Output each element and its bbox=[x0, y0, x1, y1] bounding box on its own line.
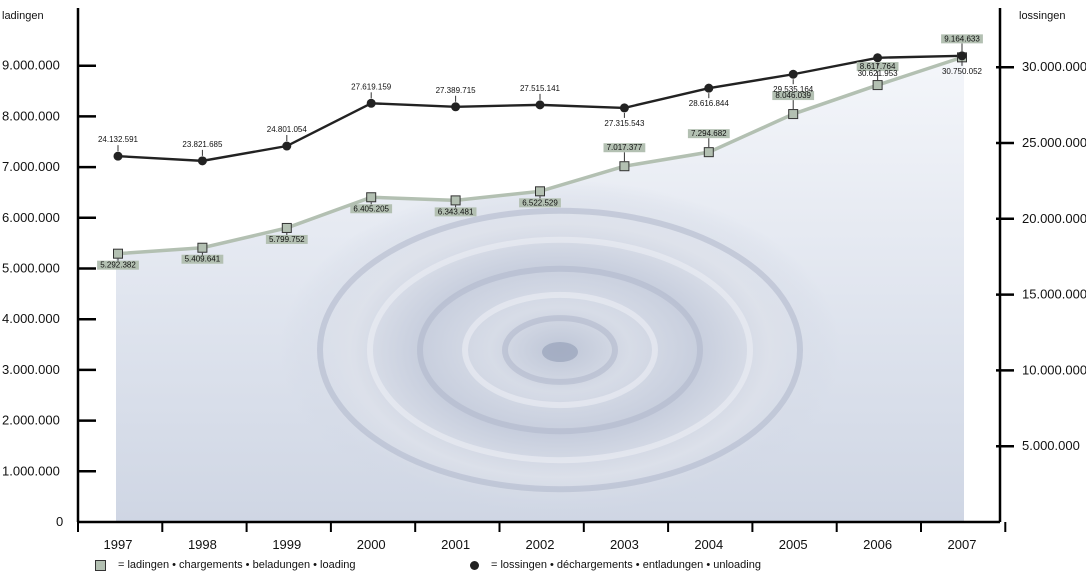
lossingen-data-label: 29.535.164 bbox=[773, 85, 814, 94]
x-tick-label: 2001 bbox=[441, 537, 470, 552]
ladingen-data-label: 6.343.481 bbox=[438, 207, 474, 216]
lossingen-point bbox=[957, 51, 967, 61]
left-tick-label: 5.000.000 bbox=[2, 261, 60, 276]
left-axis-title: ladingen bbox=[2, 10, 44, 22]
right-tick-label: 5.000.000 bbox=[1022, 438, 1080, 453]
left-tick-label: 4.000.000 bbox=[2, 311, 60, 326]
x-tick-label: 2004 bbox=[694, 537, 723, 552]
ladingen-point bbox=[703, 147, 714, 158]
square-marker-icon bbox=[95, 559, 106, 571]
background-mask bbox=[116, 0, 964, 254]
lossingen-point bbox=[535, 100, 545, 110]
axes: ladingen lossingen 0 1.000.000 2.000.000 3.00… bbox=[2, 8, 1086, 552]
x-tick-label: 2005 bbox=[779, 537, 808, 552]
left-tick-label: 1.000.000 bbox=[2, 463, 60, 478]
lossingen-data-label: 30.750.052 bbox=[942, 67, 983, 76]
x-tick-label: 2006 bbox=[863, 537, 892, 552]
ladingen-label-bg bbox=[350, 204, 393, 214]
ladingen-data-label: 7.017.377 bbox=[607, 143, 643, 152]
left-tick-label: 6.000.000 bbox=[2, 210, 60, 225]
right-axis-title: lossingen bbox=[1019, 10, 1065, 22]
lossingen-data-label: 23.821.685 bbox=[182, 140, 223, 149]
lossingen-point bbox=[704, 83, 714, 93]
left-tick-label: 0 bbox=[56, 514, 63, 529]
ladingen-data-label: 5.292.382 bbox=[100, 261, 136, 270]
legend-lossingen: = lossingen • déchargements • entladunge… bbox=[470, 559, 761, 571]
ripple-ring bbox=[417, 265, 703, 435]
ladingen-point bbox=[366, 192, 377, 203]
legend-lossingen-text: = lossingen • déchargements • entladunge… bbox=[491, 559, 761, 571]
lossingen-data-label: 24.132.591 bbox=[98, 135, 139, 144]
lossingen-point bbox=[113, 151, 123, 161]
right-tick-label: 10.000.000 bbox=[1022, 362, 1086, 377]
lossingen-point bbox=[451, 102, 461, 112]
lossingen-point bbox=[619, 103, 629, 113]
lossingen-data-label: 27.515.141 bbox=[520, 84, 561, 93]
ladingen-data-label: 8.046.039 bbox=[775, 91, 811, 100]
water-background bbox=[116, 0, 964, 522]
x-tick-label: 2007 bbox=[948, 537, 977, 552]
ladingen-point bbox=[450, 195, 461, 206]
ladingen-label-bg bbox=[97, 260, 139, 270]
ladingen-data-label: 5.409.641 bbox=[185, 255, 221, 264]
ladingen-point bbox=[197, 242, 208, 253]
ladingen-label-bg bbox=[519, 198, 561, 208]
lossingen-point bbox=[788, 69, 798, 79]
x-tick-label: 1999 bbox=[272, 537, 301, 552]
ladingen-data-label: 5.799.752 bbox=[269, 235, 305, 244]
ladingen-label-bg bbox=[265, 234, 308, 244]
data-labels: 5.292.382 5.409.641 5.799.752 6.405.205 6.34… bbox=[97, 34, 983, 270]
ladingen-point bbox=[619, 161, 630, 172]
ladingen-point bbox=[788, 109, 799, 120]
ladingen-data-label: 6.522.529 bbox=[522, 198, 558, 207]
right-tick-label: 20.000.000 bbox=[1022, 211, 1086, 226]
ladingen-point bbox=[872, 80, 883, 91]
lossingen-point bbox=[197, 156, 207, 166]
right-tick-label: 25.000.000 bbox=[1022, 135, 1086, 150]
lossingen-data-label: 24.801.054 bbox=[267, 125, 308, 134]
ladingen-label-bg bbox=[434, 207, 477, 217]
ripple-center bbox=[542, 342, 578, 362]
ladingen-point bbox=[281, 222, 292, 233]
ladingen-data-label: 6.405.205 bbox=[353, 204, 389, 213]
lossingen-data-label: 30.621.953 bbox=[858, 69, 899, 78]
circle-marker-icon bbox=[470, 560, 479, 570]
left-tick-label: 3.000.000 bbox=[2, 362, 60, 377]
lossingen-point bbox=[873, 53, 883, 63]
ladingen-data-label: 9.164.633 bbox=[944, 34, 980, 43]
legend-ladingen-text: = ladingen • chargements • beladungen • … bbox=[118, 559, 356, 571]
lossingen-data-label: 28.616.844 bbox=[689, 99, 730, 108]
lossingen-point bbox=[282, 141, 292, 151]
ladingen-label-bg bbox=[181, 254, 224, 264]
x-tick-label: 2003 bbox=[610, 537, 639, 552]
legend-ladingen: = ladingen • chargements • beladungen • … bbox=[95, 559, 356, 571]
lossingen-data-label: 27.619.159 bbox=[351, 82, 392, 91]
x-tick-label: 2000 bbox=[357, 537, 386, 552]
lossingen-data-label: 27.315.543 bbox=[604, 119, 645, 128]
ladingen-label-bg bbox=[687, 129, 730, 139]
ripple-ring bbox=[317, 207, 803, 493]
left-tick-label: 8.000.000 bbox=[2, 108, 60, 123]
ripple-ring bbox=[462, 291, 658, 409]
ladingen-data-label: 7.294.682 bbox=[691, 129, 727, 138]
ladingen-label-bg bbox=[772, 91, 815, 101]
left-tick-label: 7.000.000 bbox=[2, 159, 60, 174]
series-markers bbox=[113, 51, 967, 259]
x-tick-label: 2002 bbox=[526, 537, 555, 552]
left-tick-label: 2.000.000 bbox=[2, 413, 60, 428]
ladingen-point bbox=[113, 248, 123, 259]
ladingen-label-bg bbox=[941, 34, 983, 44]
lossingen-data-label: 27.389.715 bbox=[436, 86, 477, 95]
ladingen-point bbox=[535, 186, 545, 197]
ladingen-label-bg bbox=[603, 143, 646, 153]
right-tick-label: 15.000.000 bbox=[1022, 287, 1086, 302]
right-tick-label: 30.000.000 bbox=[1022, 59, 1086, 74]
x-tick-label: 1998 bbox=[188, 537, 217, 552]
left-tick-label: 9.000.000 bbox=[2, 58, 60, 73]
x-tick-label: 1997 bbox=[104, 537, 133, 552]
ripple-ring bbox=[367, 236, 753, 464]
lossingen-point bbox=[366, 98, 376, 108]
ripple-ring bbox=[502, 315, 618, 385]
